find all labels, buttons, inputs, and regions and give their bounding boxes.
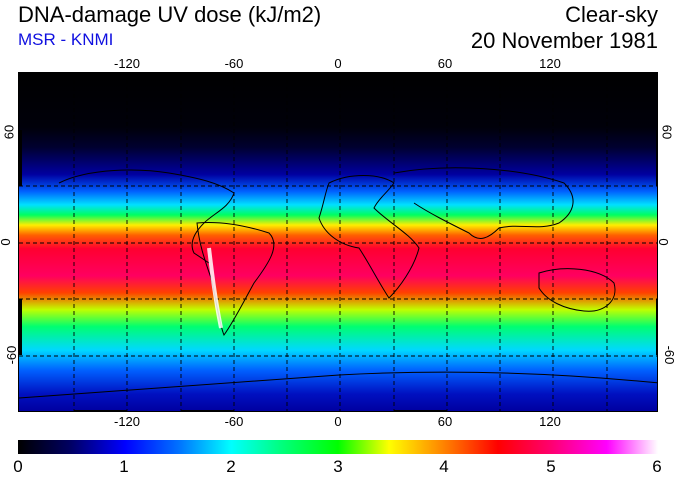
lat-tick-left: -60: [3, 345, 19, 365]
map-title: DNA-damage UV dose (kJ/m2): [18, 2, 322, 27]
graticule-lines: [19, 73, 657, 411]
andes-high-dose-band: [207, 247, 223, 329]
sky-condition-label: Clear-sky: [565, 2, 658, 27]
colorbar-label: 0: [13, 457, 23, 476]
lat-tick-right: -60: [661, 345, 677, 365]
lon-tick-bottom: 120: [539, 414, 561, 429]
lon-tick-bottom: -120: [113, 414, 141, 429]
colorbar-label: 5: [546, 457, 556, 476]
lat-tick-left: 60: [1, 124, 17, 140]
source-label: MSR - KNMI: [18, 30, 114, 49]
lon-tick-top: 0: [334, 56, 342, 71]
lon-tick-bottom: 0: [334, 414, 342, 429]
lon-tick-top: -120: [113, 56, 141, 71]
border-ticks: [19, 73, 657, 411]
lat-tick-right: 60: [659, 124, 675, 140]
uv-dose-map: [18, 72, 658, 412]
lon-tick-top: 60: [437, 56, 453, 71]
lon-tick-bottom: -60: [224, 414, 244, 429]
colorbar-label: 4: [439, 457, 449, 476]
lon-tick-top: 120: [539, 56, 561, 71]
lon-tick-top: -60: [224, 56, 244, 71]
lon-tick-bottom: 60: [437, 414, 453, 429]
colorbar-label: 6: [652, 457, 662, 476]
map-overlay: [19, 73, 657, 411]
colorbar-label: 2: [226, 457, 236, 476]
lat-tick-left: 0: [0, 238, 13, 245]
date-label: 20 November 1981: [470, 28, 658, 53]
coastlines: [19, 167, 657, 399]
lat-tick-right: 0: [656, 238, 672, 246]
colorbar-label: 1: [119, 457, 129, 476]
color-scale-bar: [18, 440, 658, 454]
colorbar-label: 3: [333, 457, 343, 476]
